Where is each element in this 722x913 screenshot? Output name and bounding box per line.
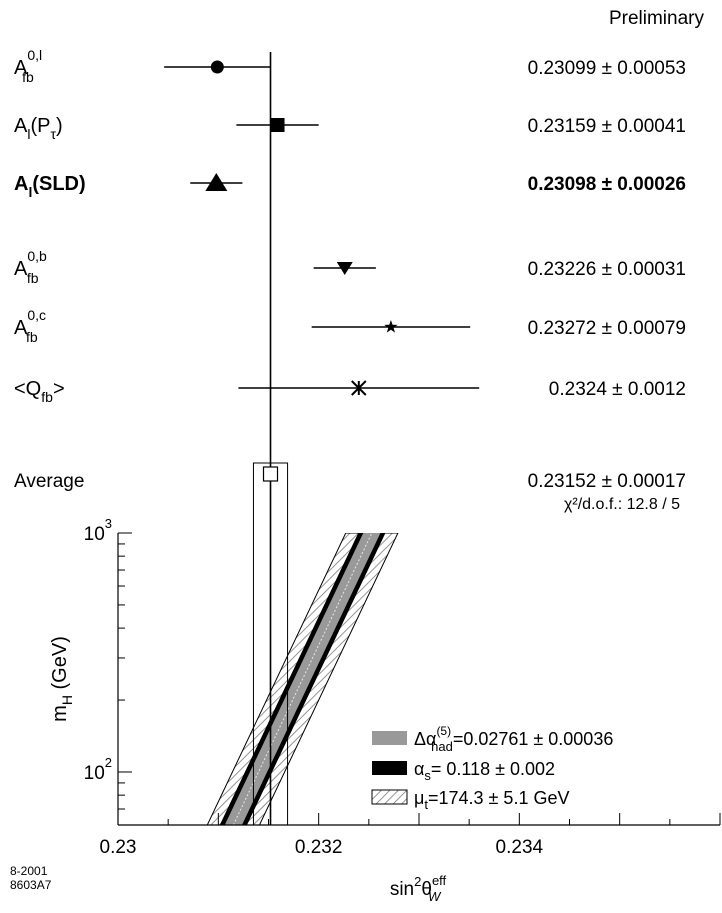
measurement-value: 0.23226 ± 0.00031 (528, 259, 686, 280)
legend-item: μt=174.3 ± 5.1 GeV (371, 788, 569, 812)
marker-square (270, 118, 285, 132)
x-tick-label: 0.232 (295, 837, 343, 858)
measurement-label: <Qfb> (14, 378, 65, 405)
legend-text: Δα(5) had=0.02761 ± 0.00036 (414, 724, 613, 754)
measurement-row: <Qfb> 0.2324 ± 0.0012 (14, 378, 686, 405)
mh-bands (206, 533, 399, 825)
measurement-value: 0.23098 ± 0.00026 (528, 174, 686, 195)
x-axis-label: sin2θeff W (390, 873, 447, 904)
legend-swatch (372, 731, 407, 745)
measurement-value: 0.23272 ± 0.00079 (528, 318, 686, 339)
average-value: 0.23152 ± 0.00017 (528, 471, 686, 492)
measurement-label: Al(SLD) (14, 173, 86, 200)
preliminary-label: Preliminary (609, 8, 705, 29)
mh-axes: 102 103 mH (GeV) (49, 516, 132, 826)
legend-text: αs= 0.118 ± 0.002 (414, 759, 555, 783)
measurement-row: A0,l fb 0.23099 ± 0.00053 (14, 47, 686, 85)
legend: Δα(5) had=0.02761 ± 0.00036 αs= 0.118 ± 0.… (371, 724, 613, 812)
mh-panel: 102 103 mH (GeV) (49, 516, 399, 826)
measurement-row: Al(SLD) 0.23098 ± 0.00026 (14, 173, 686, 200)
marker-star (384, 320, 398, 333)
average-label: Average (14, 471, 84, 492)
measurement-label: A0,b fb (14, 248, 47, 286)
measurement-row: Al(Pτ) 0.23159 ± 0.00041 (14, 115, 686, 142)
chi2-label: χ²/d.o.f.: 12.8 / 5 (564, 496, 680, 513)
average-group: Average 0.23152 ± 0.00017 χ²/d.o.f.: 12.8 … (14, 52, 686, 826)
legend-text: μt=174.3 ± 5.1 GeV (414, 788, 569, 812)
legend-swatch (371, 789, 408, 805)
measurement-label: A0,c fb (14, 307, 46, 345)
legend-swatch (372, 761, 407, 775)
legend-item: Δα(5) had=0.02761 ± 0.00036 (372, 724, 613, 754)
marker-asterisk (351, 380, 367, 396)
measurement-rows: A0,l fb 0.23099 ± 0.00053 Al(Pτ) 0.23159 ± 0… (14, 47, 686, 405)
x-tick-label: 0.23 (100, 837, 137, 858)
x-tick-label: 0.234 (496, 837, 544, 858)
corner-label-line2: 8603A7 (10, 878, 52, 892)
measurement-value: 0.23099 ± 0.00053 (528, 58, 686, 79)
measurement-label: A0,l fb (14, 47, 42, 85)
corner-label-line1: 8-2001 (10, 864, 48, 878)
measurement-row: A0,c fb 0.23272 ± 0.00079 (14, 307, 686, 345)
marker-triangle-up (205, 173, 228, 191)
legend-item: αs= 0.118 ± 0.002 (372, 759, 555, 783)
average-marker (262, 466, 279, 482)
y-tick-label: 102 (84, 755, 112, 784)
y-tick-label: 103 (84, 516, 112, 545)
measurement-value: 0.23159 ± 0.00041 (528, 116, 686, 137)
band-center-line (232, 533, 373, 825)
y-axis-label: mH (GeV) (49, 636, 75, 722)
marker-triangle-down (336, 262, 353, 275)
marker-circle (210, 60, 224, 74)
measurement-label: Al(Pτ) (14, 115, 63, 142)
x-axis: 0.23 0.232 0.234 sin2θeff W (100, 813, 721, 904)
measurement-value: 0.2324 ± 0.0012 (549, 379, 686, 400)
measurement-row: A0,b fb 0.23226 ± 0.00031 (14, 248, 686, 286)
